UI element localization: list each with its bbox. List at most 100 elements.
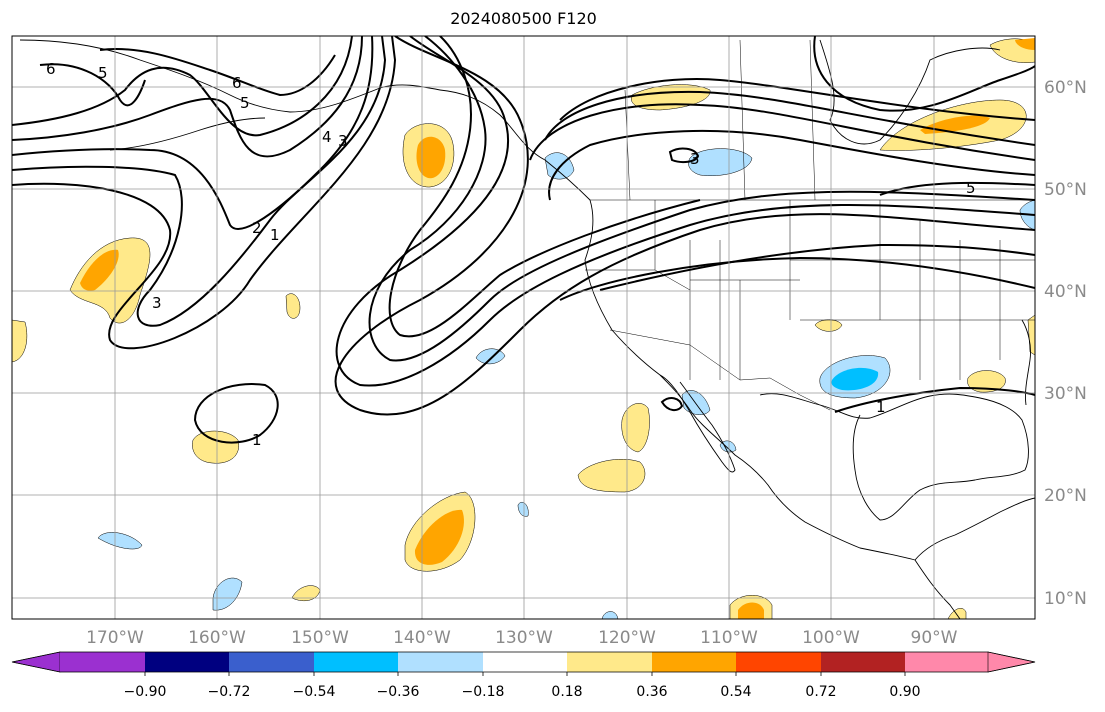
colorbar-segment <box>652 652 736 672</box>
lat-tick-label: 20°N <box>1044 486 1087 506</box>
colorbar-segment <box>398 652 483 672</box>
latitude-axis: 60°N 50°N 40°N 30°N 20°N 10°N <box>1044 78 1087 609</box>
coastline-baja <box>659 374 736 473</box>
colorbar-segment <box>483 652 567 672</box>
colorbar-segment <box>145 652 229 672</box>
anomaly-core-gulf-alaska <box>416 136 446 179</box>
contour-label: 3 <box>690 150 700 168</box>
contour-label: 2 <box>252 219 262 237</box>
anomaly-patch-small-1 <box>285 293 301 319</box>
contour-trough-1 <box>334 36 1035 416</box>
contour-label: 1 <box>252 431 262 449</box>
colorbar-tick-label: 0.18 <box>551 684 582 700</box>
contour-label-group: 6 5 6 5 4 3 2 1 3 1 3 5 1 <box>46 60 976 449</box>
map-frame <box>11 35 1036 620</box>
lat-tick-label: 60°N <box>1044 78 1087 98</box>
colorbar-segment <box>736 652 821 672</box>
contour-ridge-4 <box>548 129 1035 201</box>
contour-main-5 <box>12 36 353 137</box>
anomaly-patch-south-edge <box>947 608 967 619</box>
graticule <box>12 36 1035 619</box>
lon-tick-label: 160°W <box>188 628 246 648</box>
colorbar-tick-label: −0.72 <box>208 684 251 700</box>
coastline-hudson <box>819 39 1001 145</box>
lat-tick-label: 40°N <box>1044 282 1087 302</box>
lon-tick-label: 90°W <box>911 628 958 648</box>
contour-east-lower-2 <box>599 243 1035 291</box>
colorbar-segment <box>905 652 988 672</box>
anomaly-neg-south-pacific <box>212 577 243 611</box>
colorbar-segment <box>821 652 905 672</box>
colorbar-tick-label: −0.36 <box>377 684 420 700</box>
colorbar-tick-label: 0.36 <box>636 684 667 700</box>
colorbar: −0.90 −0.72 −0.54 −0.36 −0.18 0.18 0.36 … <box>11 651 1036 700</box>
anomaly-patch-hawaii-north <box>192 430 240 464</box>
contour-north-5 <box>813 36 1035 112</box>
colorbar-tick-label: −0.18 <box>462 684 505 700</box>
anomaly-neg-gulf-mexico <box>719 440 737 453</box>
lon-tick-label: 120°W <box>598 628 656 648</box>
contour-small-mexico <box>660 397 684 412</box>
lon-tick-label: 100°W <box>802 628 860 648</box>
contour-east-lower <box>559 256 1035 301</box>
contour-main-4 <box>12 36 363 158</box>
lon-tick-label: 170°W <box>86 628 144 648</box>
anomaly-patch-baja-south <box>577 459 646 493</box>
contour-ridge-3 <box>559 78 1035 121</box>
colorbar-segment <box>60 652 145 672</box>
colorbar-tick-label: −0.90 <box>124 684 167 700</box>
longitude-axis: 170°W 160°W 150°W 140°W 130°W 120°W 110°… <box>86 628 958 648</box>
contour-top-6 <box>99 48 336 97</box>
colorbar-tick-label: 0.54 <box>720 684 751 700</box>
colorbar-tick-label: 0.72 <box>805 684 836 700</box>
political-boundaries <box>585 39 1035 411</box>
anomaly-core-subtropic <box>414 509 464 565</box>
contour-lines <box>12 36 1035 444</box>
lon-tick-label: 140°W <box>393 628 451 648</box>
state-lines-west <box>585 200 880 380</box>
map-title: 2024080500 F120 <box>450 9 597 28</box>
anomaly-neg-canada <box>688 148 753 176</box>
contour-label: 5 <box>240 94 250 112</box>
contour-ridge-2 <box>529 103 1035 161</box>
contour-trough-3 <box>368 36 1035 362</box>
anomaly-neg-core-plains <box>831 367 879 391</box>
lon-tick-label: 130°W <box>495 628 553 648</box>
contour-label: 5 <box>98 64 108 82</box>
anomaly-patch-baja-west <box>621 403 650 453</box>
contour-trough-2 <box>335 36 1035 387</box>
coastline-north-america <box>439 89 961 619</box>
lat-tick-label: 10°N <box>1044 589 1087 609</box>
colorbar-outline <box>11 651 1036 673</box>
colorbar-segment <box>314 652 398 672</box>
lat-tick-label: 30°N <box>1044 384 1087 404</box>
contour-label: 5 <box>966 179 976 197</box>
contour-label: 6 <box>232 74 242 92</box>
colorbar-ticks <box>144 672 906 676</box>
coastline-central-america <box>914 497 1035 561</box>
lon-tick-label: 110°W <box>700 628 758 648</box>
contour-label: 3 <box>152 294 162 312</box>
coastline-gulf-of-mexico <box>759 393 1029 521</box>
lat-tick-label: 50°N <box>1044 180 1087 200</box>
contour-small-loop <box>668 147 700 164</box>
colorbar-segment <box>567 652 652 672</box>
colorbar-tick-label: 0.90 <box>889 684 920 700</box>
contour-label: 6 <box>46 60 56 78</box>
anomaly-core-central-america <box>738 602 764 619</box>
anomaly-patch-texas <box>814 319 843 332</box>
colorbar-extend-high <box>987 651 1036 673</box>
colorbar-tick-label: −0.54 <box>293 684 336 700</box>
anomaly-core-top-right <box>1015 38 1035 50</box>
colorbar-segment <box>229 652 314 672</box>
contour-label: 3 <box>338 132 348 150</box>
contour-ridge-1 <box>544 90 1035 146</box>
lon-tick-label: 150°W <box>291 628 349 648</box>
anomaly-core-pacific-west <box>80 249 119 291</box>
colorbar-extend-low <box>11 651 61 673</box>
us-mexico-border <box>609 329 831 411</box>
negative-anomaly-fills <box>97 148 1035 619</box>
contour-main-1 <box>12 36 397 350</box>
contour-main-6 <box>39 63 146 107</box>
